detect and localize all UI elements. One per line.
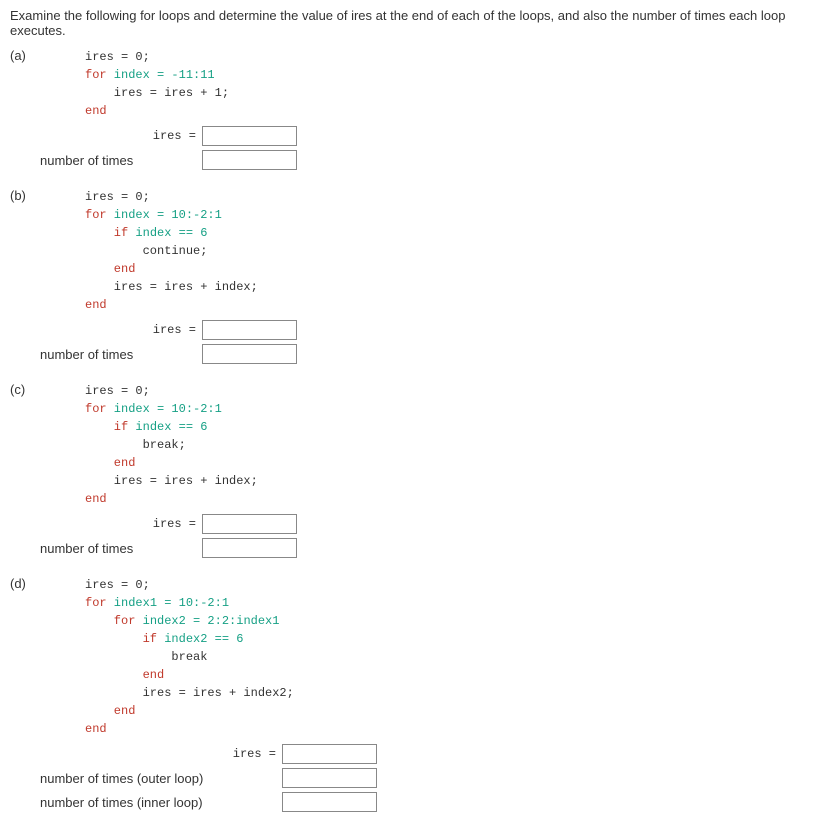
part-a-label: (a) bbox=[10, 48, 85, 63]
times-c-label: number of times bbox=[10, 541, 202, 556]
times-a-input[interactable] bbox=[202, 150, 297, 170]
times-b-input[interactable] bbox=[202, 344, 297, 364]
ires-b-label: ires = bbox=[10, 323, 202, 337]
problem-b: (b) ires = 0; for index = 10:-2:1 if ind… bbox=[10, 188, 828, 364]
times-b-label: number of times bbox=[10, 347, 202, 362]
intro-text: Examine the following for loops and dete… bbox=[10, 8, 828, 38]
part-d-label: (d) bbox=[10, 576, 85, 591]
part-b-label: (b) bbox=[10, 188, 85, 203]
code-a: ires = 0; for index = -11:11 ires = ires… bbox=[85, 48, 229, 120]
outer-d-input[interactable] bbox=[282, 768, 377, 788]
ires-c-label: ires = bbox=[10, 517, 202, 531]
times-c-input[interactable] bbox=[202, 538, 297, 558]
ires-a-label: ires = bbox=[10, 129, 202, 143]
inner-d-input[interactable] bbox=[282, 792, 377, 812]
ires-c-input[interactable] bbox=[202, 514, 297, 534]
ires-d-input[interactable] bbox=[282, 744, 377, 764]
times-a-label: number of times bbox=[10, 153, 202, 168]
problem-d: (d) ires = 0; for index1 = 10:-2:1 for i… bbox=[10, 576, 828, 812]
ires-d-label: ires = bbox=[10, 747, 282, 761]
code-d: ires = 0; for index1 = 10:-2:1 for index… bbox=[85, 576, 294, 738]
outer-d-label: number of times (outer loop) bbox=[10, 771, 282, 786]
code-b: ires = 0; for index = 10:-2:1 if index =… bbox=[85, 188, 258, 314]
ires-b-input[interactable] bbox=[202, 320, 297, 340]
inner-d-label: number of times (inner loop) bbox=[10, 795, 282, 810]
code-c: ires = 0; for index = 10:-2:1 if index =… bbox=[85, 382, 258, 508]
problem-a: (a) ires = 0; for index = -11:11 ires = … bbox=[10, 48, 828, 170]
ires-a-input[interactable] bbox=[202, 126, 297, 146]
part-c-label: (c) bbox=[10, 382, 85, 397]
problem-c: (c) ires = 0; for index = 10:-2:1 if ind… bbox=[10, 382, 828, 558]
